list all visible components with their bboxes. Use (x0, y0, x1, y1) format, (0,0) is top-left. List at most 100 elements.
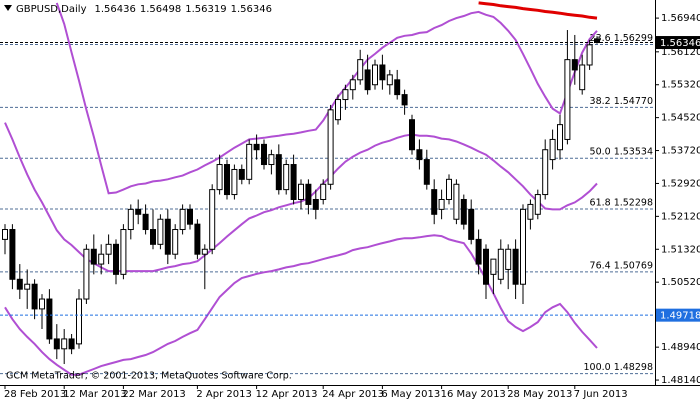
y-tick-label: 1.48940 (661, 342, 700, 353)
candle-body (534, 194, 541, 215)
candle-body (275, 154, 282, 191)
candle-body (39, 298, 45, 310)
y-tick-label: 1.56940 (661, 13, 700, 24)
candle-body (238, 168, 245, 180)
y-tick-label: 1.56120 (661, 47, 700, 58)
candle-body (490, 258, 497, 275)
y-tick-label: 1.53720 (661, 146, 700, 157)
fibo-label: 50.0 1.53534 (590, 147, 653, 158)
candle-body (157, 218, 164, 245)
candle-body (194, 223, 201, 255)
candle-body (246, 143, 253, 180)
candle-body (357, 59, 364, 81)
candle-body (571, 59, 578, 71)
indicator-line (4, 234, 598, 376)
candle-body (586, 44, 593, 66)
candle-body (68, 338, 75, 350)
candle-body (453, 183, 460, 220)
fibo-label: 76.4 1.50769 (590, 260, 653, 271)
price-box-label: 1.56346 (660, 38, 700, 49)
y-tick-label: 1.52920 (661, 178, 700, 189)
candle-body (90, 248, 97, 265)
x-tick-label: 7 Jun 2013 (574, 389, 628, 400)
candle-body (179, 208, 186, 231)
candle-body (372, 64, 378, 86)
candle-body (483, 248, 489, 285)
candle-body (549, 138, 556, 161)
indicator-line (478, 1, 598, 20)
candle-body (497, 248, 504, 280)
candle-body (409, 119, 415, 151)
header-close: 1.56346 (231, 4, 272, 15)
candle-body (172, 229, 179, 255)
candle-body (460, 198, 467, 225)
y-tick-label: 1.55320 (661, 80, 700, 91)
candle-body (520, 208, 526, 285)
candle-body (83, 248, 90, 300)
x-tick-label: 2 Apr 2013 (196, 389, 251, 400)
x-tick-label: 24 Apr 2013 (322, 389, 384, 400)
indicator-line (55, 2, 598, 195)
candle-body (127, 208, 134, 231)
candle-body (150, 229, 156, 245)
header-low: 1.56319 (185, 4, 226, 15)
candle-body (327, 109, 334, 185)
candle-body (386, 74, 393, 86)
candle-body (24, 283, 31, 290)
candle-body (431, 189, 438, 215)
candle-body (394, 79, 401, 96)
candle-body (401, 94, 408, 106)
candle-body (216, 164, 223, 191)
x-tick-label: 6 May 2013 (381, 389, 440, 400)
candle-body (224, 164, 230, 196)
candle-body (2, 229, 8, 240)
candle-body (290, 164, 297, 200)
candle-body (542, 149, 549, 196)
header-open: 1.56436 (95, 4, 136, 15)
header-high: 1.56498 (140, 4, 181, 15)
candle-body (527, 203, 534, 220)
candle-body (364, 69, 371, 91)
candle-body (342, 89, 349, 101)
plot-area: 23.6 1.56299 38.2 1.54770 50.0 1.53534 61.8… (0, 1, 655, 376)
candle-body (564, 59, 571, 140)
candle-body (512, 248, 519, 285)
candle-body (120, 229, 127, 275)
fibo-label: 61.8 1.52298 (590, 198, 653, 209)
candle-body (423, 159, 430, 185)
candle-body (76, 298, 82, 345)
candle-body (61, 338, 68, 350)
price-box (656, 36, 700, 50)
y-tick-label: 1.48140 (661, 375, 700, 386)
candle-body (53, 338, 60, 350)
candle-body (142, 213, 149, 231)
candle-body (105, 243, 112, 255)
candle-body (305, 183, 312, 205)
candle-body (349, 79, 356, 91)
candle-body (446, 178, 452, 200)
candle-body (468, 208, 475, 240)
copyright: GCM MetaTrader, © 2001-2013, MetaQuotes … (6, 371, 292, 382)
candle-body (557, 124, 563, 151)
candle-body (438, 198, 445, 210)
chart-header: GBPUSD,Daily 1.56436 1.56498 1.56319 1.56346 (16, 4, 272, 15)
candle-body (320, 183, 327, 200)
x-tick-label: 12 Mar 2013 (63, 389, 126, 400)
x-tick-label: 12 Apr 2013 (256, 389, 318, 400)
y-tick-label: 1.51320 (661, 244, 700, 255)
y-tick-label: 1.50520 (661, 277, 700, 288)
x-tick-label: 22 Mar 2013 (122, 389, 185, 400)
y-tick-label: 1.52120 (661, 211, 700, 222)
candle-body (31, 283, 38, 310)
price-box (656, 308, 700, 322)
candle-body (475, 238, 482, 265)
candle-body (253, 143, 260, 151)
candle-body (335, 99, 341, 121)
candle-body (209, 189, 216, 250)
candle-body (312, 198, 319, 210)
x-tick-label: 28 Feb 2013 (4, 389, 66, 400)
fibo-label: 38.2 1.54770 (590, 96, 653, 107)
candle-body (298, 183, 304, 200)
candle-body (46, 298, 53, 340)
